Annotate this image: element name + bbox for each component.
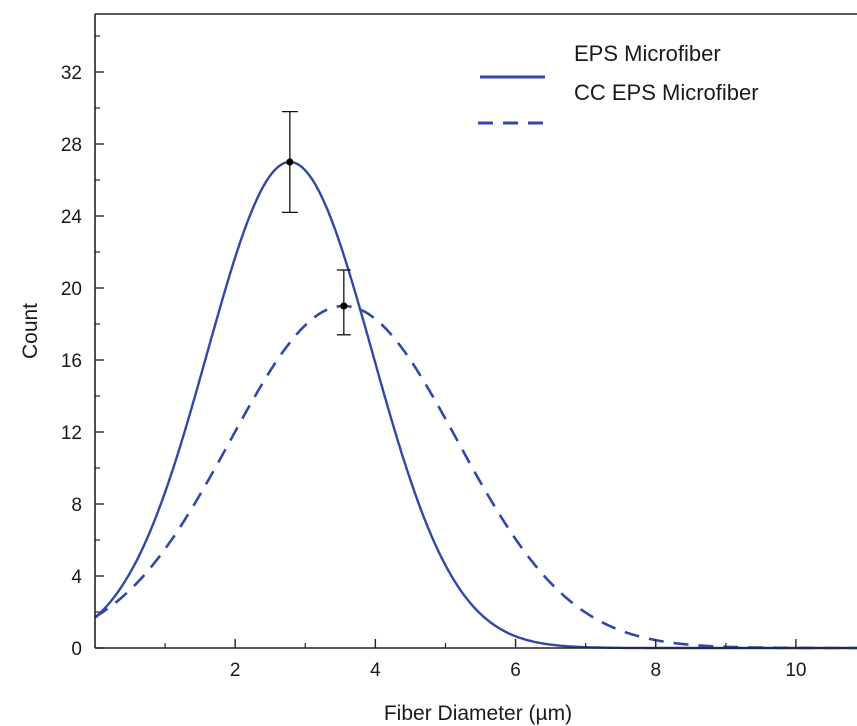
x-axis-title: Fiber Diameter (µm) <box>384 702 572 725</box>
y-tick-label: 24 <box>61 207 83 228</box>
y-tick-label: 12 <box>61 423 82 444</box>
legend: EPS Microfiber CC EPS Microfiber <box>478 41 759 125</box>
errorbar-layer <box>281 110 351 336</box>
y-tick-label: 28 <box>61 135 82 156</box>
y-tick-label: 8 <box>71 495 82 516</box>
x-ticks: 2 4 6 8 10 <box>164 639 806 681</box>
y-tick-label: 0 <box>71 639 82 660</box>
y-tick-label: 20 <box>61 279 82 300</box>
series-line-cc-eps-microfiber <box>94 304 857 650</box>
x-tick-label: 10 <box>785 660 806 681</box>
legend-label-eps-microfiber: EPS Microfiber <box>574 41 721 66</box>
x-tick-label: 8 <box>650 660 661 681</box>
legend-label-cc-eps-microfiber: CC EPS Microfiber <box>574 80 759 105</box>
data-point-cc-eps-microfiber <box>340 302 348 310</box>
data-point-eps-microfiber <box>286 158 294 166</box>
y-ticks: 0 4 8 12 16 20 24 28 32 <box>61 35 104 660</box>
x-tick-label: 6 <box>510 660 521 681</box>
x-tick-label: 2 <box>230 660 241 681</box>
y-tick-label: 16 <box>61 351 82 372</box>
y-tick-label: 4 <box>71 567 82 588</box>
y-axis-title: Count <box>19 303 42 359</box>
y-tick-label: 32 <box>61 63 82 84</box>
x-tick-label: 4 <box>370 660 381 681</box>
